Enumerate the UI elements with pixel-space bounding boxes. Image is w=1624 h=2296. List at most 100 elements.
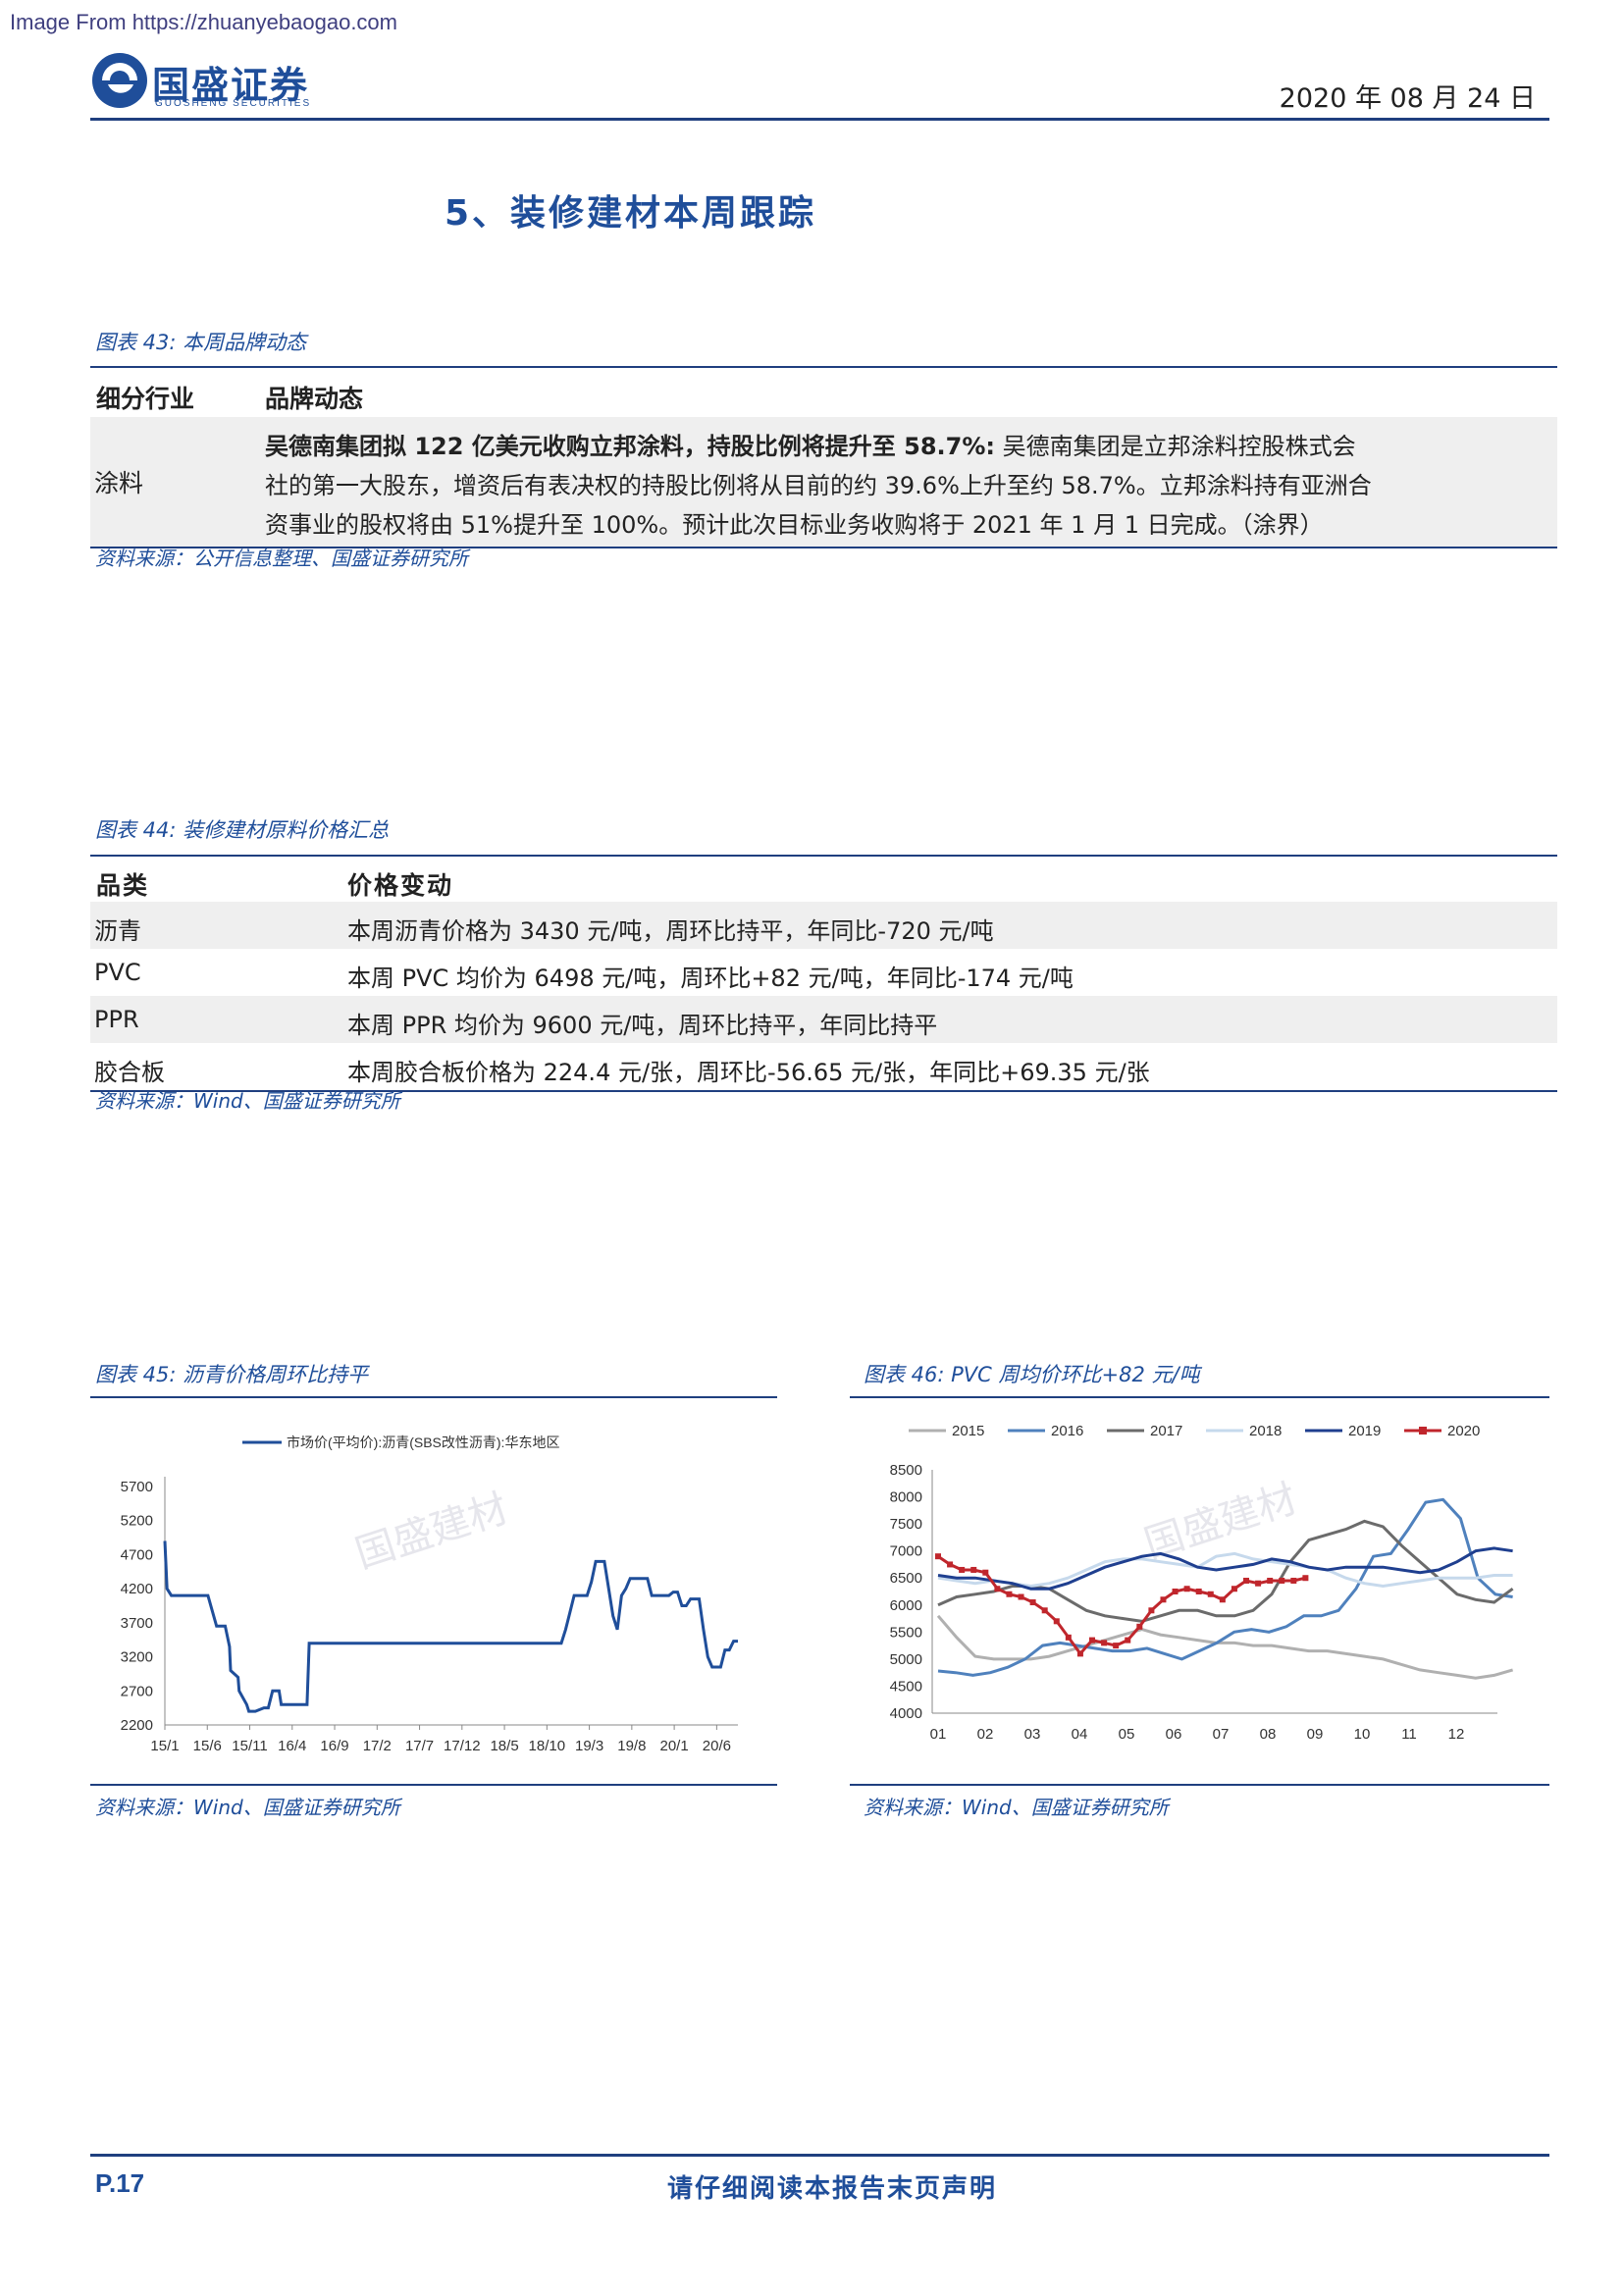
header-price-change: 价格变动 bbox=[347, 871, 454, 900]
data-point bbox=[1101, 1640, 1108, 1646]
data-point bbox=[1219, 1596, 1226, 1603]
x-tick-label: 17/12 bbox=[444, 1738, 481, 1754]
data-point bbox=[1160, 1596, 1167, 1603]
series-line-2016 bbox=[937, 1497, 1513, 1677]
section-title: 5、装修建材本周跟踪 bbox=[445, 193, 817, 234]
data-point bbox=[1231, 1586, 1237, 1592]
y-tick-label: 7000 bbox=[890, 1543, 922, 1560]
x-tick-label: 20/6 bbox=[703, 1738, 731, 1754]
fig46-source: 资料来源：Wind、国盛证券研究所 bbox=[864, 1796, 1169, 1819]
data-point bbox=[1041, 1607, 1048, 1614]
legend-label: 2015 bbox=[952, 1423, 984, 1439]
table-row: 涂料 吴德南集团拟 122 亿美元收购立邦涂料，持股比例将提升至 58.7%: … bbox=[90, 417, 1557, 548]
x-tick-label: 11 bbox=[1401, 1726, 1417, 1743]
row-change: 本周胶合板价格为 224.4 元/张，周环比-56.65 元/张，年同比+69.… bbox=[347, 1059, 1150, 1086]
header-brand-news: 品牌动态 bbox=[265, 385, 364, 413]
y-tick-label: 6500 bbox=[890, 1570, 922, 1587]
x-tick-label: 18/10 bbox=[529, 1738, 566, 1754]
fig44-source: 资料来源：Wind、国盛证券研究所 bbox=[95, 1089, 400, 1113]
row-category: 胶合板 bbox=[94, 1059, 165, 1086]
row-text-3: 资事业的股权将由 51%提升至 100%。预计此次目标业务收购将于 2021 年… bbox=[265, 511, 1324, 539]
row-category: 涂料 bbox=[94, 469, 144, 497]
x-tick-label: 12 bbox=[1448, 1726, 1465, 1743]
table-row: PPR 本周 PPR 均价为 9600 元/吨，周环比持平，年同比持平 bbox=[90, 996, 1557, 1043]
legend-label: 2018 bbox=[1249, 1423, 1282, 1439]
data-point bbox=[1195, 1589, 1202, 1594]
x-tick-label: 15/6 bbox=[193, 1738, 222, 1754]
data-point bbox=[959, 1566, 966, 1573]
x-tick-label: 15/11 bbox=[232, 1738, 267, 1754]
header-category: 品类 bbox=[96, 871, 150, 900]
data-point bbox=[1148, 1607, 1155, 1614]
y-tick-label: 4500 bbox=[890, 1678, 922, 1695]
asphalt-chart-svg: 国盛建材 市场价(平均价):沥青(SBS改性沥青):华东地区 2200 2700 320… bbox=[121, 1435, 738, 1754]
data-point bbox=[982, 1569, 989, 1576]
row-text-2: 社的第一大股东，增资后有表决权的持股比例将从目前的约 39.6%上升至约 58.… bbox=[265, 472, 1372, 499]
data-point bbox=[1113, 1643, 1120, 1649]
logo-text: 国盛证券 bbox=[152, 64, 310, 107]
row-content: 吴德南集团拟 122 亿美元收购立邦涂料，持股比例将提升至 58.7%: 吴德南… bbox=[265, 427, 1550, 545]
data-point bbox=[1076, 1650, 1083, 1657]
data-point bbox=[1006, 1591, 1013, 1597]
x-tick-label: 16/4 bbox=[278, 1738, 306, 1754]
data-point bbox=[1267, 1577, 1274, 1584]
table-header: 细分行业 品牌动态 bbox=[90, 366, 1557, 419]
legend-label: 2016 bbox=[1051, 1423, 1083, 1439]
legend-label: 2017 bbox=[1150, 1423, 1182, 1439]
data-point bbox=[935, 1553, 941, 1560]
row-change: 本周 PPR 均价为 9600 元/吨，周环比持平，年同比持平 bbox=[347, 1012, 938, 1039]
row-change: 本周 PVC 均价为 6498 元/吨，周环比+82 元/吨，年同比-174 元… bbox=[347, 965, 1074, 992]
x-tick-label: 17/2 bbox=[363, 1738, 392, 1754]
x-tick-label: 17/7 bbox=[405, 1738, 434, 1754]
fig43-caption: 图表 43: 本周品牌动态 bbox=[95, 331, 307, 354]
table-row: 沥青 本周沥青价格为 3430 元/吨，周环比持平，年同比-720 元/吨 bbox=[90, 902, 1557, 949]
report-date: 2020 年 08 月 24 日 bbox=[1279, 83, 1536, 114]
data-point bbox=[1053, 1618, 1060, 1625]
x-tick-label: 18/5 bbox=[490, 1738, 518, 1754]
x-tick-label: 04 bbox=[1072, 1726, 1088, 1743]
company-logo bbox=[90, 51, 149, 110]
y-tick-label: 5500 bbox=[890, 1624, 922, 1641]
data-point bbox=[1279, 1577, 1285, 1584]
fig45-caption: 图表 45: 沥青价格周环比持平 bbox=[95, 1363, 369, 1386]
data-point bbox=[1290, 1577, 1297, 1584]
data-point bbox=[1125, 1637, 1131, 1644]
x-tick-label: 19/8 bbox=[617, 1738, 646, 1754]
data-point bbox=[994, 1586, 1001, 1592]
row-text-1: 吴德南集团是立邦涂料控股株式会 bbox=[995, 433, 1356, 460]
series-line-2020 bbox=[937, 1554, 1306, 1656]
y-tick-label: 7500 bbox=[890, 1516, 922, 1533]
row-category: PVC bbox=[94, 959, 141, 986]
legend-marker bbox=[1419, 1427, 1427, 1435]
y-tick-label: 5200 bbox=[121, 1513, 153, 1530]
table-row: 胶合板 本周胶合板价格为 224.4 元/张，周环比-56.65 元/张，年同比… bbox=[90, 1043, 1557, 1092]
logo-subtitle: GUOSHENG SECURITIES bbox=[155, 98, 312, 109]
row-change: 本周沥青价格为 3430 元/吨，周环比持平，年同比-720 元/吨 bbox=[347, 917, 994, 945]
y-tick-label: 6000 bbox=[890, 1597, 922, 1614]
series-line-2018 bbox=[937, 1551, 1513, 1589]
raw-material-price-table: 品类 价格变动 沥青 本周沥青价格为 3430 元/吨，周环比持平，年同比-72… bbox=[90, 855, 1557, 1092]
x-tick-label: 06 bbox=[1166, 1726, 1182, 1743]
y-tick-label: 4000 bbox=[890, 1705, 922, 1722]
y-tick-label: 5700 bbox=[121, 1479, 153, 1495]
data-point bbox=[947, 1561, 954, 1568]
y-tick-label: 3700 bbox=[121, 1615, 153, 1632]
x-tick-label: 09 bbox=[1307, 1726, 1324, 1743]
x-tick-label: 19/3 bbox=[575, 1738, 603, 1754]
y-tick-label: 5000 bbox=[890, 1651, 922, 1668]
x-tick-label: 16/9 bbox=[320, 1738, 348, 1754]
row-category: PPR bbox=[94, 1006, 139, 1033]
chart-watermark: 国盛建材 bbox=[350, 1487, 513, 1576]
table-row: PVC 本周 PVC 均价为 6498 元/吨，周环比+82 元/吨，年同比-1… bbox=[90, 949, 1557, 996]
x-tick-label: 02 bbox=[977, 1726, 994, 1743]
data-point bbox=[1029, 1599, 1036, 1606]
series-line bbox=[163, 1540, 738, 1713]
fig45-bottom-rule bbox=[90, 1784, 777, 1786]
y-tick-label: 8500 bbox=[890, 1462, 922, 1479]
data-point bbox=[1136, 1623, 1143, 1630]
data-point bbox=[1018, 1593, 1024, 1600]
data-point bbox=[1172, 1589, 1179, 1594]
brand-news-table: 细分行业 品牌动态 涂料 吴德南集团拟 122 亿美元收购立邦涂料，持股比例将提… bbox=[90, 366, 1557, 552]
series-line-2015 bbox=[936, 1614, 1514, 1680]
